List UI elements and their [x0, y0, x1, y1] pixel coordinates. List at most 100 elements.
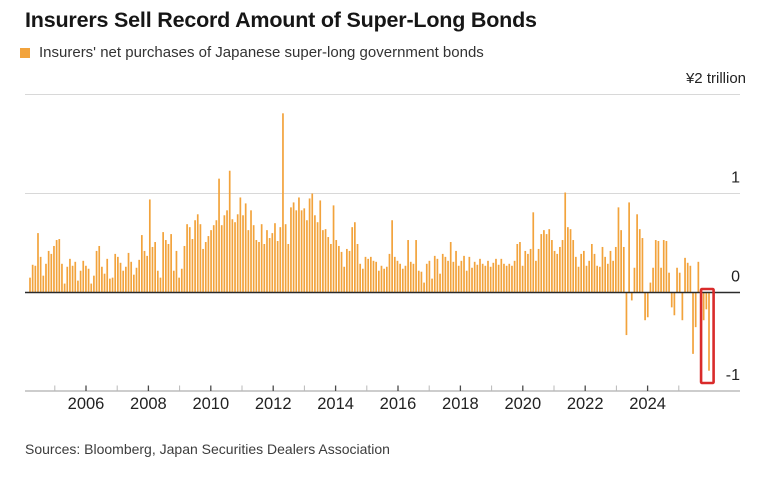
bar [452, 261, 455, 293]
bar [444, 256, 447, 293]
bar [154, 242, 156, 293]
bar [287, 243, 290, 293]
bar [303, 208, 306, 293]
bar [266, 230, 268, 293]
bar [207, 236, 210, 293]
bar [646, 292, 649, 318]
bar [401, 268, 404, 293]
bar [652, 267, 654, 293]
bar [505, 265, 508, 293]
bar [61, 263, 63, 293]
bar [300, 210, 303, 293]
bar [308, 198, 311, 293]
bar [322, 230, 324, 293]
bar [612, 260, 614, 293]
bar [343, 266, 346, 293]
chart-title: Insurers Sell Record Amount of Super-Lon… [25, 8, 537, 32]
bar [122, 270, 125, 293]
bar [159, 277, 162, 293]
bar [223, 215, 226, 293]
bar [447, 260, 449, 293]
bar-chart: 2006 2008 2010 2012 2014 2016 2018 2020 2022 2024… [25, 94, 740, 413]
bar [583, 250, 585, 293]
bar [69, 258, 71, 293]
bar [441, 253, 444, 293]
bar [521, 265, 524, 293]
y-tick-label: -1 [726, 367, 740, 384]
bar [415, 240, 417, 293]
bar [66, 266, 69, 293]
y-axis-unit-label: ¥2 trillion [685, 70, 746, 87]
bar [330, 243, 332, 293]
bar [606, 263, 609, 293]
bar [598, 266, 601, 293]
bar [202, 248, 204, 293]
bar [638, 229, 641, 293]
bar [172, 270, 175, 293]
bar [407, 240, 409, 293]
bar [540, 234, 543, 293]
bar [673, 292, 676, 316]
bar [487, 260, 489, 293]
bar [617, 207, 620, 293]
bar [268, 238, 271, 293]
bar [98, 245, 101, 293]
bar [588, 260, 591, 293]
bar [55, 240, 58, 293]
bar [140, 235, 143, 293]
bar [218, 178, 220, 293]
bar [311, 193, 314, 293]
bar [71, 265, 74, 293]
bar [39, 256, 42, 293]
bar [516, 243, 519, 293]
bar [85, 265, 87, 293]
bar [471, 267, 473, 293]
bar [564, 192, 567, 293]
bar [196, 214, 199, 293]
bar [497, 264, 500, 293]
bar [385, 266, 388, 293]
bar [151, 246, 154, 293]
bar [255, 240, 258, 293]
bar [295, 210, 298, 293]
bar [694, 292, 697, 328]
bar [537, 248, 540, 293]
bar [335, 240, 338, 293]
bar [127, 252, 130, 293]
bar [439, 273, 441, 293]
bar [457, 265, 460, 293]
bar [316, 222, 319, 293]
x-tick-label: 2008 [130, 395, 167, 413]
bar [620, 230, 622, 293]
legend-swatch-icon [20, 47, 30, 58]
bar [119, 262, 122, 293]
bar [702, 292, 705, 321]
bar [242, 215, 244, 293]
bar [484, 265, 487, 293]
bar [244, 203, 247, 293]
bar [327, 237, 330, 293]
bar [676, 267, 678, 293]
bar [282, 113, 284, 293]
bar [332, 205, 335, 293]
bar [420, 271, 423, 293]
bar [577, 266, 580, 293]
bar [633, 267, 636, 293]
bar [231, 219, 234, 293]
x-tick-label: 2014 [317, 395, 354, 413]
legend-label: Insurers' net purchases of Japanese supe… [39, 44, 484, 61]
bar [535, 260, 537, 293]
bar [383, 268, 385, 293]
bar [175, 250, 178, 293]
bar [431, 278, 433, 293]
bar [204, 242, 207, 293]
bar [681, 292, 684, 321]
bar [473, 261, 476, 293]
bar [77, 280, 79, 293]
bar [476, 264, 479, 293]
bar [511, 265, 513, 293]
bar [356, 243, 359, 293]
bar [215, 220, 218, 293]
bar [596, 265, 599, 293]
